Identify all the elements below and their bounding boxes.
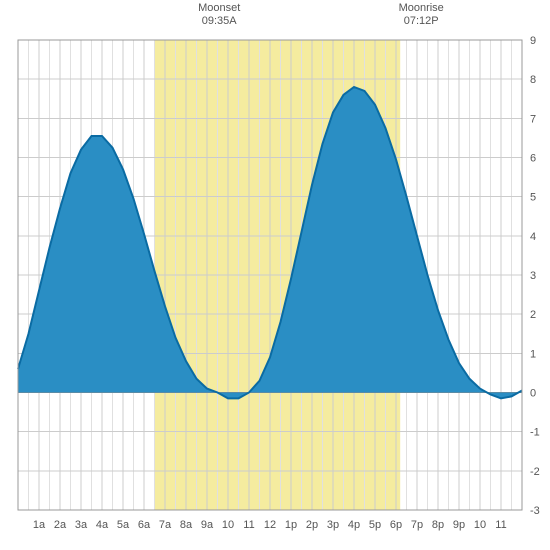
x-tick-label: 12 <box>264 519 276 531</box>
x-tick-label: 7p <box>411 519 423 531</box>
x-tick-label: 11 <box>495 519 506 531</box>
y-tick-label: 8 <box>530 74 536 86</box>
moonrise-time: 07:12P <box>381 15 461 28</box>
y-tick-label: 5 <box>530 192 536 204</box>
x-tick-label: 4a <box>96 519 109 531</box>
moonset-label: Moonset <box>179 2 259 15</box>
x-tick-label: 6p <box>390 519 402 531</box>
y-tick-label: -3 <box>530 505 540 517</box>
x-tick-label: 3p <box>327 519 339 531</box>
x-tick-label: 9a <box>201 519 214 531</box>
x-tick-label: 1a <box>33 519 46 531</box>
x-tick-label: 3a <box>75 519 88 531</box>
x-tick-label: 9p <box>453 519 465 531</box>
y-tick-label: 2 <box>530 309 536 321</box>
x-tick-label: 8p <box>432 519 444 531</box>
y-tick-label: 0 <box>530 388 536 400</box>
y-tick-label: 4 <box>530 231 536 243</box>
x-tick-label: 2p <box>306 519 318 531</box>
chart-svg: -3-2-101234567891a2a3a4a5a6a7a8a9a101112… <box>0 0 550 550</box>
tide-chart: Moonset 09:35A Moonrise 07:12P -3-2-1012… <box>0 0 550 550</box>
x-tick-label: 5a <box>117 519 130 531</box>
x-tick-label: 5p <box>369 519 381 531</box>
x-tick-label: 2a <box>54 519 67 531</box>
y-tick-label: -1 <box>530 427 540 439</box>
moonset-time: 09:35A <box>179 15 259 28</box>
x-tick-label: 8a <box>180 519 193 531</box>
x-tick-label: 1p <box>285 519 297 531</box>
y-tick-label: 1 <box>530 348 536 360</box>
x-tick-label: 4p <box>348 519 360 531</box>
x-tick-label: 11 <box>243 519 254 531</box>
y-tick-label: 6 <box>530 153 536 165</box>
moonrise-label: Moonrise <box>381 2 461 15</box>
y-tick-label: 7 <box>530 113 536 125</box>
moonset-annotation: Moonset 09:35A <box>179 2 259 28</box>
x-tick-label: 6a <box>138 519 151 531</box>
y-tick-label: -2 <box>530 466 540 478</box>
moonrise-annotation: Moonrise 07:12P <box>381 2 461 28</box>
x-tick-label: 10 <box>222 519 234 531</box>
x-tick-label: 7a <box>159 519 172 531</box>
y-tick-label: 9 <box>530 35 536 47</box>
y-tick-label: 3 <box>530 270 536 282</box>
x-tick-label: 10 <box>474 519 486 531</box>
